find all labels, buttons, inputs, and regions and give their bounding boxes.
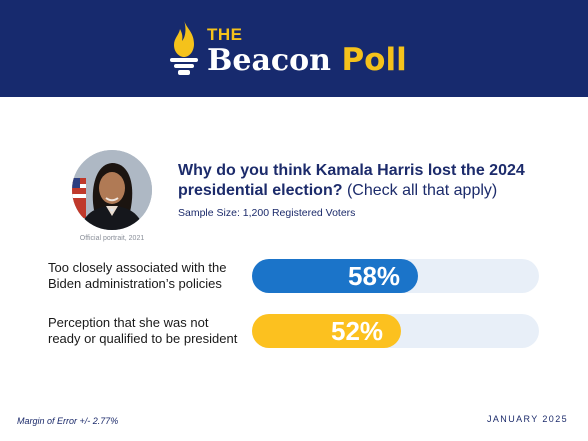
portrait-illustration xyxy=(72,150,152,230)
bar-category-label-line: Too closely associated with the xyxy=(48,260,227,275)
poll-date: JANUARY 2025 xyxy=(487,414,569,424)
bar-category-label: Too closely associated with the Biden adm… xyxy=(48,260,248,292)
portrait-photo xyxy=(72,150,152,230)
logo-beacon: Beacon xyxy=(207,43,331,78)
logo-the: THE xyxy=(207,25,243,44)
logo-poll: Poll xyxy=(341,42,407,78)
bar-category-label-line: Perception that she was not xyxy=(48,315,209,330)
question-note: (Check all that apply) xyxy=(346,182,498,199)
header-banner: THE Beacon Poll xyxy=(0,0,588,97)
bar-fill xyxy=(252,259,418,293)
bar-category-label-line: ready or qualified to be president xyxy=(48,331,238,346)
bar-value-label: 52% xyxy=(331,316,384,346)
margin-of-error: Margin of Error +/- 2.77% xyxy=(17,416,119,426)
bar-track: 58% xyxy=(252,259,539,293)
bar-fill xyxy=(252,314,401,348)
sample-size: Sample Size: 1,200 Registered Voters xyxy=(178,207,356,219)
portrait-caption: Official portrait, 2021 xyxy=(79,235,145,242)
bar-category-label-line: Biden administration’s policies xyxy=(48,276,222,291)
logo-title: Beacon Poll xyxy=(207,42,407,78)
bar-track: 52% xyxy=(252,314,539,348)
torch-flame-icon xyxy=(170,20,198,75)
question-text: Why do you think Kamala Harris lost the … xyxy=(178,162,525,199)
bar-category-label: Perception that she was not ready or qual… xyxy=(48,315,248,347)
chart-title: Why do you think Kamala Harris lost the … xyxy=(178,161,538,201)
bar-value-label: 58% xyxy=(348,261,401,291)
